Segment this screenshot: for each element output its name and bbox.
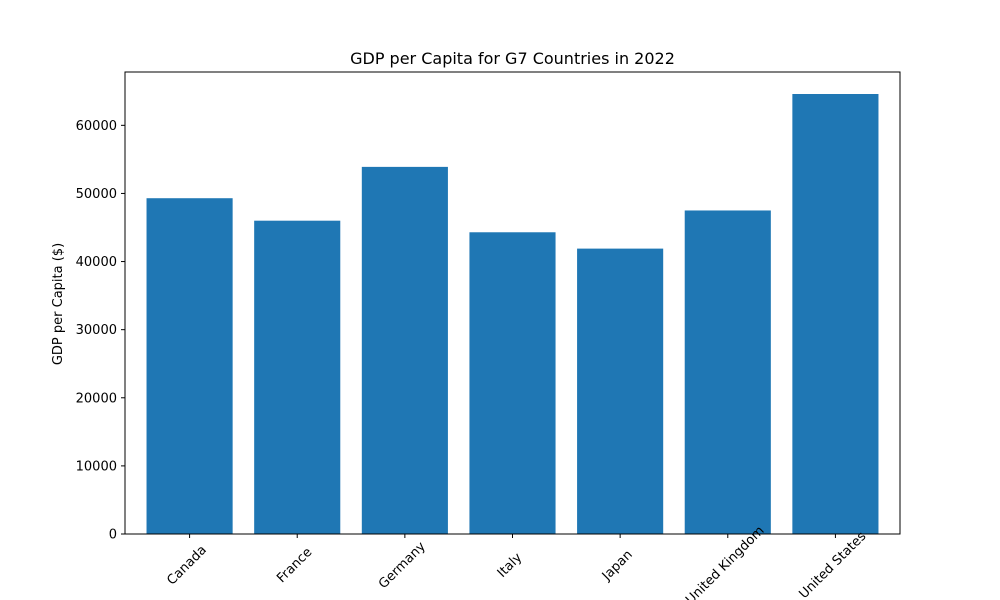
bar — [146, 198, 233, 534]
bar — [469, 232, 556, 534]
y-axis-ticks: 0 10000 20000 30000 40000 50000 60000 — [76, 119, 125, 543]
x-tick-label: Italy — [495, 550, 526, 581]
y-tick-label: 30000 — [76, 323, 117, 338]
x-tick-label: United Kingdom — [683, 523, 767, 600]
bar — [577, 248, 664, 535]
plot-area-frame — [124, 71, 901, 535]
bar — [792, 94, 879, 534]
y-tick-label: 60000 — [76, 119, 117, 134]
x-tick-label: Canada — [164, 543, 210, 589]
x-tick-label: France — [274, 545, 315, 586]
y-tick-label: 40000 — [76, 255, 117, 270]
bar — [684, 210, 771, 534]
y-tick-label: 50000 — [76, 187, 117, 202]
y-tick-label: 20000 — [76, 391, 117, 406]
x-tick-label: United States — [797, 529, 870, 600]
x-tick-label: Japan — [599, 547, 636, 584]
y-tick-label: 0 — [109, 528, 117, 543]
chart-title: GDP per Capita for G7 Countries in 2022 — [350, 49, 675, 68]
y-tick-label: 10000 — [76, 459, 117, 474]
bars-group — [146, 94, 879, 535]
x-tick-label: Germany — [376, 539, 429, 592]
bar — [361, 166, 448, 534]
x-axis-ticks: Canada France Germany Italy Japan United King… — [164, 523, 869, 600]
y-axis-label: GDP per Capita ($) — [51, 243, 66, 365]
bar — [254, 220, 341, 534]
